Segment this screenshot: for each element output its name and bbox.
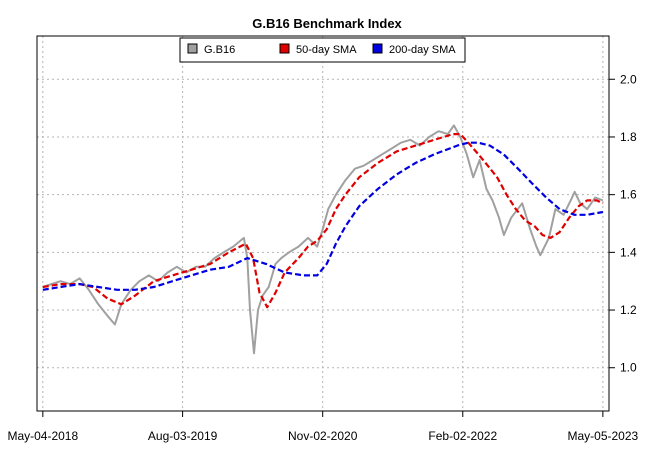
legend-label: G.B16 bbox=[204, 44, 235, 56]
x-tick-label: Aug-03-2019 bbox=[148, 429, 218, 443]
series-layer bbox=[42, 124, 604, 355]
x-tick-label: May-05-2023 bbox=[568, 429, 639, 443]
legend-label: 50-day SMA bbox=[296, 44, 357, 56]
legend-swatch bbox=[279, 43, 290, 54]
series-line-50-day-sma bbox=[42, 133, 604, 309]
grid bbox=[37, 36, 609, 411]
legend-box bbox=[179, 37, 466, 63]
legend: G.B16 50-day SMA 200-day SMA bbox=[179, 37, 466, 63]
y-tick-label: 1.2 bbox=[620, 303, 637, 317]
legend-swatch bbox=[372, 43, 383, 54]
legend-swatch bbox=[187, 43, 198, 54]
y-tick-label: 1.8 bbox=[620, 130, 637, 144]
y-tick-label: 1.4 bbox=[620, 245, 637, 259]
series-line-200-day-sma bbox=[42, 141, 604, 291]
chart-title: G.B16 Benchmark Index bbox=[252, 16, 402, 31]
y-tick-label: 1.6 bbox=[620, 188, 637, 202]
axes: May-04-2018 Aug-03-2019 Nov-02-2020 Feb-02-… bbox=[7, 72, 638, 443]
series-line-g-b16 bbox=[42, 124, 604, 355]
y-tick-label: 2.0 bbox=[620, 72, 637, 86]
x-tick-label: Feb-02-2022 bbox=[428, 429, 497, 443]
legend-label: 200-day SMA bbox=[389, 44, 456, 56]
x-tick-label: May-04-2018 bbox=[7, 429, 78, 443]
x-tick-label: Nov-02-2020 bbox=[288, 429, 358, 443]
y-tick-label: 1.0 bbox=[620, 361, 637, 375]
